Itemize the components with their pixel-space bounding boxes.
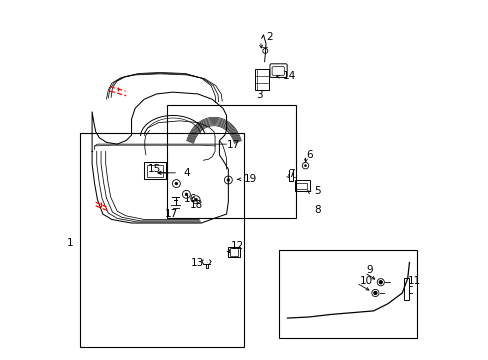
Text: 5: 5 bbox=[313, 186, 320, 197]
Text: 17: 17 bbox=[164, 209, 177, 219]
Bar bbox=[296, 183, 306, 189]
Text: 16: 16 bbox=[183, 194, 196, 204]
Bar bbox=[80, 134, 244, 347]
Text: 17: 17 bbox=[227, 140, 240, 150]
Text: 18: 18 bbox=[189, 200, 203, 210]
Bar bbox=[144, 162, 165, 179]
Text: 11: 11 bbox=[407, 276, 420, 286]
Text: 4: 4 bbox=[183, 168, 190, 178]
Text: 12: 12 bbox=[231, 241, 244, 251]
Text: 8: 8 bbox=[314, 206, 321, 216]
Circle shape bbox=[379, 281, 382, 284]
Bar bbox=[403, 278, 408, 300]
Circle shape bbox=[226, 179, 229, 181]
Circle shape bbox=[304, 165, 306, 167]
Text: 13: 13 bbox=[191, 258, 204, 268]
Circle shape bbox=[373, 292, 376, 294]
Bar bbox=[228, 247, 239, 257]
Text: 10: 10 bbox=[359, 276, 372, 286]
Bar bbox=[278, 250, 416, 338]
Circle shape bbox=[175, 182, 178, 185]
Text: 3: 3 bbox=[256, 90, 263, 100]
Text: 14: 14 bbox=[283, 71, 296, 81]
Bar bbox=[229, 248, 238, 256]
Bar bbox=[167, 105, 296, 218]
Bar bbox=[146, 165, 163, 177]
Text: 7: 7 bbox=[287, 168, 294, 179]
Text: 19: 19 bbox=[244, 174, 257, 184]
Text: 15: 15 bbox=[148, 164, 161, 174]
Text: 9: 9 bbox=[366, 265, 372, 275]
Text: 1: 1 bbox=[66, 238, 73, 248]
Bar bbox=[255, 69, 268, 90]
Circle shape bbox=[184, 193, 187, 196]
Circle shape bbox=[194, 198, 197, 201]
Text: 2: 2 bbox=[265, 32, 272, 41]
Bar bbox=[294, 180, 309, 191]
Text: 6: 6 bbox=[305, 150, 312, 160]
